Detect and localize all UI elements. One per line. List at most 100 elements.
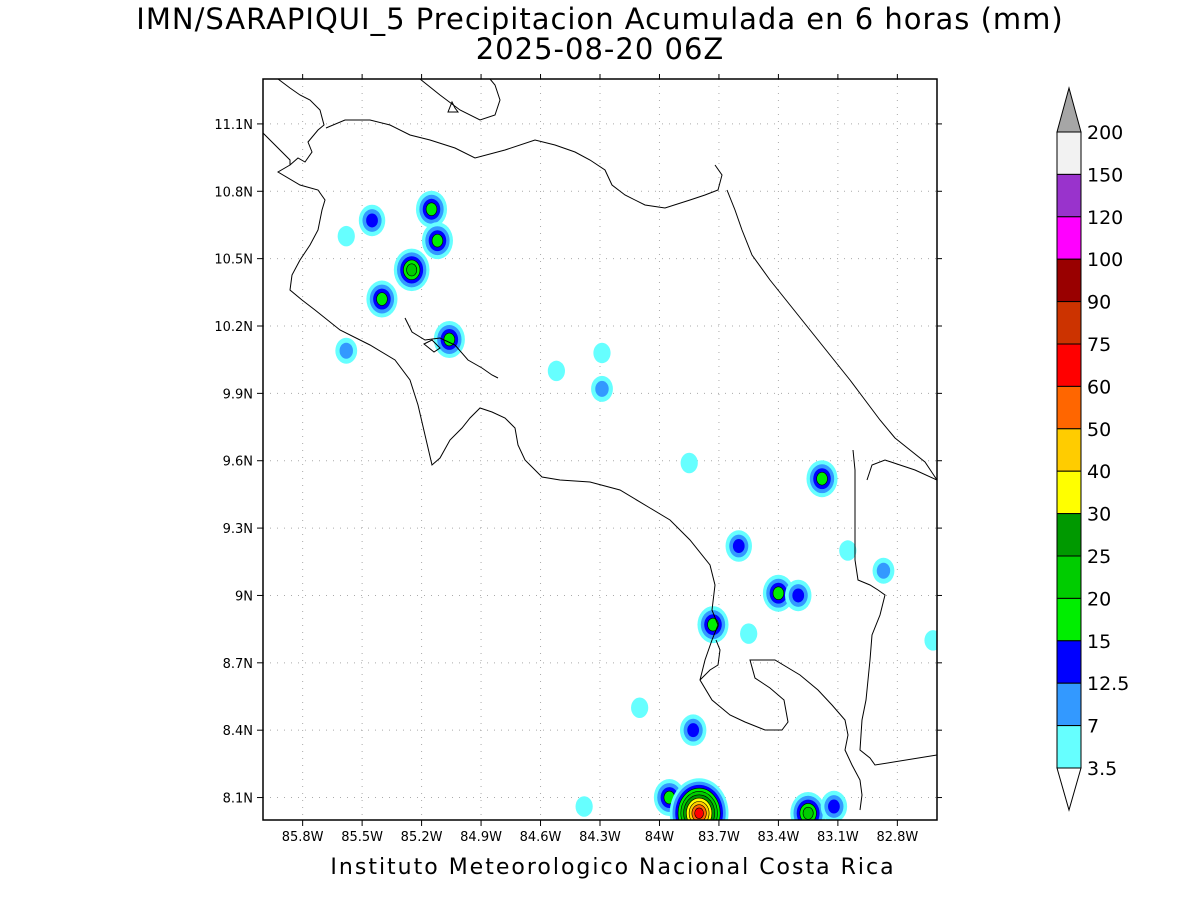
- colorbar-label: 25: [1087, 546, 1111, 568]
- precip-cell-2: [421, 222, 453, 260]
- colorbar-label: 150: [1087, 164, 1123, 186]
- precip-cell-27: [820, 790, 848, 820]
- colorbar-box: [1056, 216, 1082, 260]
- precip-cell-9: [547, 360, 565, 382]
- colorbar-box: [1056, 555, 1082, 599]
- precip-cell-1: [415, 190, 448, 228]
- island-lake: [447, 100, 459, 113]
- map-title: IMN/SARAPIQUI_5 Precipitacion Acumulada …: [136, 2, 1064, 36]
- precip-cell-23: [575, 796, 593, 817]
- precip-contour-level-2: [792, 588, 805, 603]
- precip-contour-level-3: [707, 617, 719, 632]
- colorbar-box: [1056, 640, 1082, 684]
- map-subtitle-date: 2025-08-20 06Z: [475, 32, 725, 66]
- colorbar-label: 60: [1087, 376, 1111, 398]
- coastline-caribbean: [726, 189, 937, 481]
- y-tick-label: 8.4N: [223, 724, 253, 739]
- colorbar-label: 40: [1087, 461, 1111, 483]
- peninsula-osa: [699, 639, 721, 681]
- precip-contour-level-9: [694, 807, 704, 819]
- x-tick-label: 85.8W: [282, 830, 324, 845]
- y-axis-ticks: 8.1N 8.4N 8.7N 9N 9.3N 9.6N 9.9N 10.2N 10.5N 10.8…: [214, 118, 942, 807]
- colorbar-box: [1056, 470, 1082, 515]
- precip-contour-level-3: [425, 202, 438, 216]
- precip-cell-19: [740, 623, 758, 644]
- colorbar-box: [1056, 682, 1082, 727]
- x-tick-label: 83.4W: [758, 830, 800, 845]
- precip-contour-level-3: [772, 586, 785, 600]
- colorbar-label: 3.5: [1087, 758, 1117, 780]
- precip-cell-8: [591, 375, 613, 402]
- colorbar-box: [1056, 343, 1082, 387]
- precip-contour-level-1: [595, 380, 609, 397]
- x-tick-label: 84.6W: [520, 830, 562, 845]
- precip-cell-10: [593, 342, 611, 364]
- precip-cell-12: [806, 460, 838, 498]
- colorbar-label: 30: [1087, 504, 1111, 526]
- precip-cell-6: [335, 337, 358, 364]
- x-axis-ticks: 85.8W 85.5W 85.2W 84.9W 84.6W 84.3W 84W 83.7W 83…: [282, 74, 918, 845]
- colorbar-box: [1056, 725, 1082, 769]
- colorbar-box: [1056, 258, 1082, 303]
- precip-contour-level-0: [337, 225, 355, 247]
- y-tick-label: 9.6N: [223, 455, 253, 470]
- x-tick-label: 84.9W: [460, 830, 502, 845]
- colorbar-box: [1056, 428, 1082, 472]
- colorbar-label: 100: [1087, 249, 1123, 271]
- precip-cell-14: [839, 540, 857, 561]
- precip-cell-17: [785, 579, 812, 612]
- colorbar-label: 90: [1087, 292, 1111, 314]
- precip-cell-21: [631, 697, 649, 718]
- precip-cell-4: [366, 280, 398, 318]
- colorbar-label: 120: [1087, 207, 1123, 229]
- colorbar-box: [1056, 131, 1082, 175]
- x-tick-label: 85.5W: [341, 830, 383, 845]
- colorbar-box: [1056, 173, 1082, 218]
- y-tick-label: 10.2N: [214, 320, 253, 335]
- precip-contour-level-0: [924, 630, 937, 651]
- border-panama: [852, 449, 937, 766]
- colorbar-label: 12.5: [1087, 673, 1129, 695]
- precip-contour-level-0: [631, 697, 649, 718]
- precip-contour-level-4: [406, 263, 418, 277]
- x-tick-label: 82.8W: [876, 830, 918, 845]
- x-tick-label: 83.1W: [817, 830, 859, 845]
- colorbar-label: 200: [1087, 122, 1123, 144]
- y-tick-label: 10.8N: [214, 185, 253, 200]
- precip-contour-level-0: [547, 360, 565, 382]
- colorbar-box: [1056, 301, 1082, 345]
- coastline-panama-caribbean: [866, 459, 937, 481]
- precip-contour-level-1: [876, 562, 891, 579]
- precip-contour-level-0: [593, 342, 611, 364]
- border-nicaragua: [277, 79, 325, 166]
- colorbar-label: 15: [1087, 631, 1111, 653]
- precipitation-field: [335, 190, 937, 820]
- precip-contour-level-0: [680, 452, 698, 474]
- colorbar-box: [1056, 385, 1082, 430]
- border-nicaragua-river: [325, 119, 723, 209]
- precip-contour-level-4: [802, 806, 814, 820]
- precip-contour-level-0: [740, 623, 758, 644]
- y-tick-label: 8.1N: [223, 792, 253, 807]
- y-tick-label: 10.5N: [214, 253, 253, 268]
- y-tick-label: 8.7N: [223, 657, 253, 672]
- colorbar-label: 75: [1087, 334, 1111, 356]
- colorbar-bottom-triangle: [1056, 767, 1082, 812]
- precip-cell-5: [337, 225, 355, 247]
- coastline-pacific-north: [263, 132, 863, 811]
- precip-contour-level-2: [828, 799, 840, 814]
- precip-contour-level-0: [839, 540, 857, 561]
- colorbar-label: 7: [1087, 716, 1099, 738]
- x-tick-label: 84.3W: [579, 830, 621, 845]
- y-tick-label: 9N: [235, 589, 253, 604]
- precip-cell-0: [358, 204, 386, 237]
- colorbar-legend: 200 150 120 100 90 75 60 50 40 30 25 20 15 12.5 7 3.5: [1056, 86, 1129, 812]
- y-tick-label: 11.1N: [214, 118, 253, 133]
- precip-contour-level-2: [732, 539, 745, 554]
- x-tick-label: 84W: [645, 830, 675, 845]
- colorbar-box: [1056, 513, 1082, 557]
- x-tick-label: 85.2W: [401, 830, 443, 845]
- precip-cell-15: [872, 557, 895, 584]
- colorbar-label: 50: [1087, 419, 1111, 441]
